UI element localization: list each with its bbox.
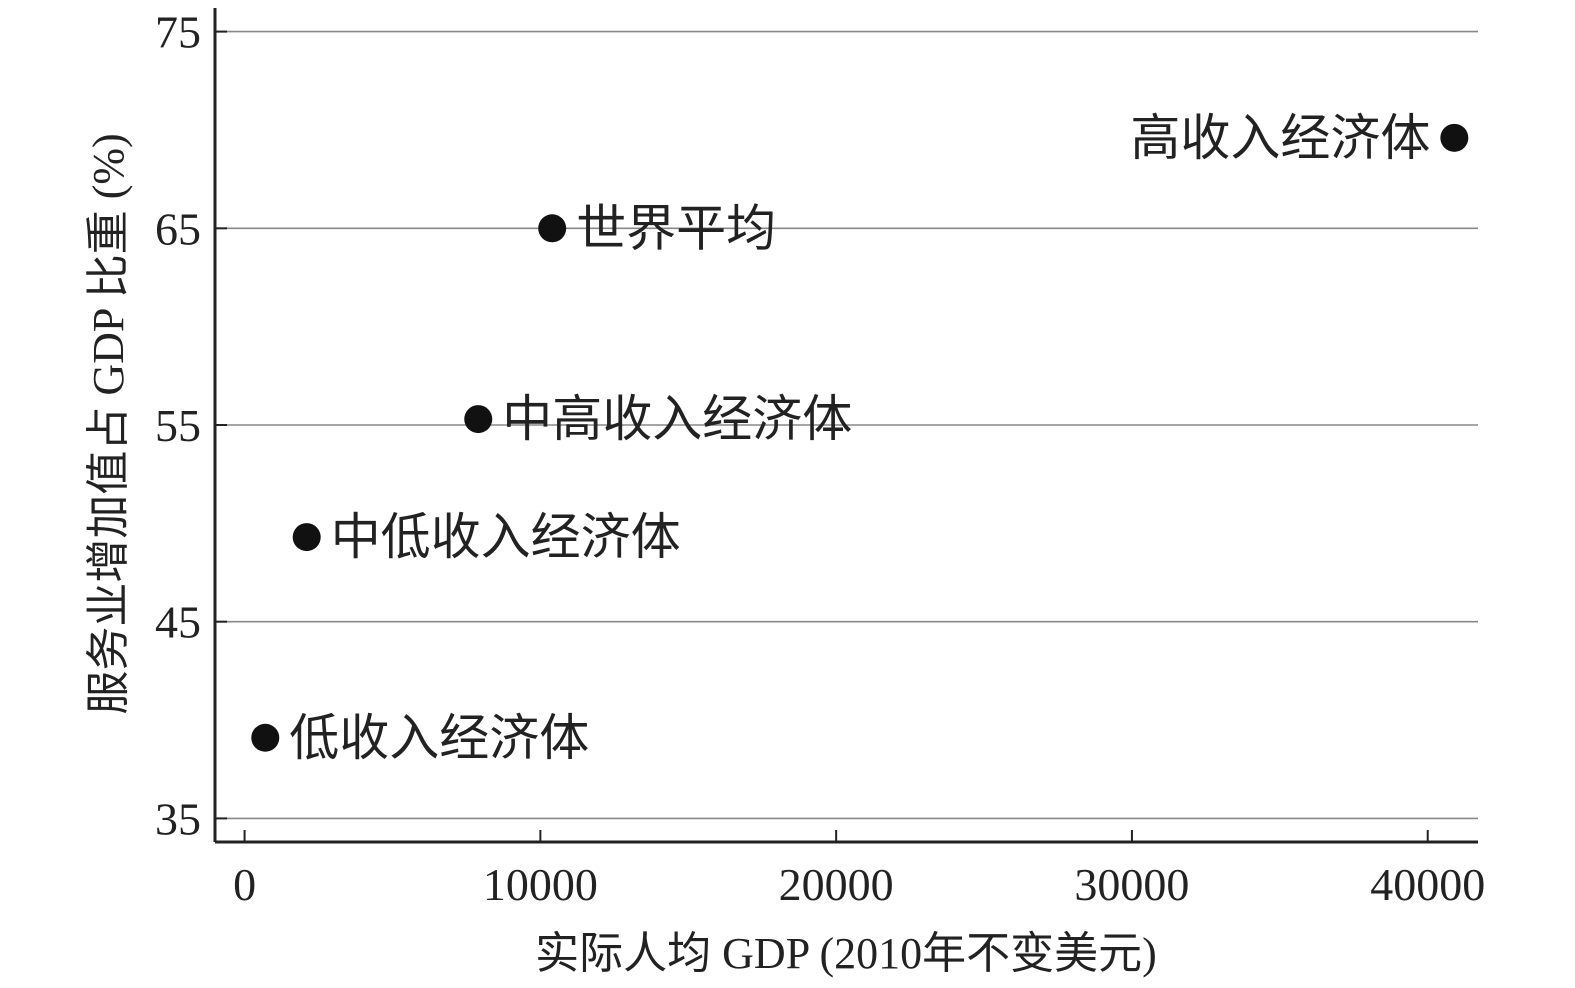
data-point [538, 214, 567, 243]
y-tick-label: 45 [155, 597, 201, 648]
x-tick-label: 20000 [779, 859, 894, 910]
data-point [464, 405, 493, 434]
y-tick-label: 55 [155, 400, 201, 451]
y-tick-label: 75 [155, 7, 201, 58]
data-point-label: 中低收入经济体 [331, 509, 681, 565]
x-axis-title: 实际人均 GDP (2010年不变美元) [535, 929, 1157, 978]
y-tick-label: 65 [155, 203, 201, 254]
data-point [292, 523, 321, 552]
y-axis-title: 服务业增加值占 GDP 比重 (%) [84, 133, 133, 714]
data-point-label: 世界平均 [576, 200, 776, 256]
data-point-label: 高收入经济体 [1130, 110, 1430, 166]
x-tick-label: 30000 [1074, 859, 1189, 910]
data-point-label: 低收入经济体 [289, 710, 589, 766]
data-point-label: 中高收入经济体 [502, 391, 852, 447]
y-tick-label: 35 [155, 793, 201, 844]
x-tick-label: 0 [233, 859, 256, 910]
data-point [251, 723, 280, 752]
x-tick-label: 10000 [483, 859, 598, 910]
x-tick-label: 40000 [1370, 859, 1485, 910]
data-point [1440, 123, 1469, 152]
grid-lines [215, 30, 1478, 820]
y-axis-ticks: 35 45 55 65 75 [155, 7, 227, 844]
x-axis-ticks: 0 10000 20000 30000 40000 [233, 830, 1485, 910]
data-points [251, 123, 1469, 752]
